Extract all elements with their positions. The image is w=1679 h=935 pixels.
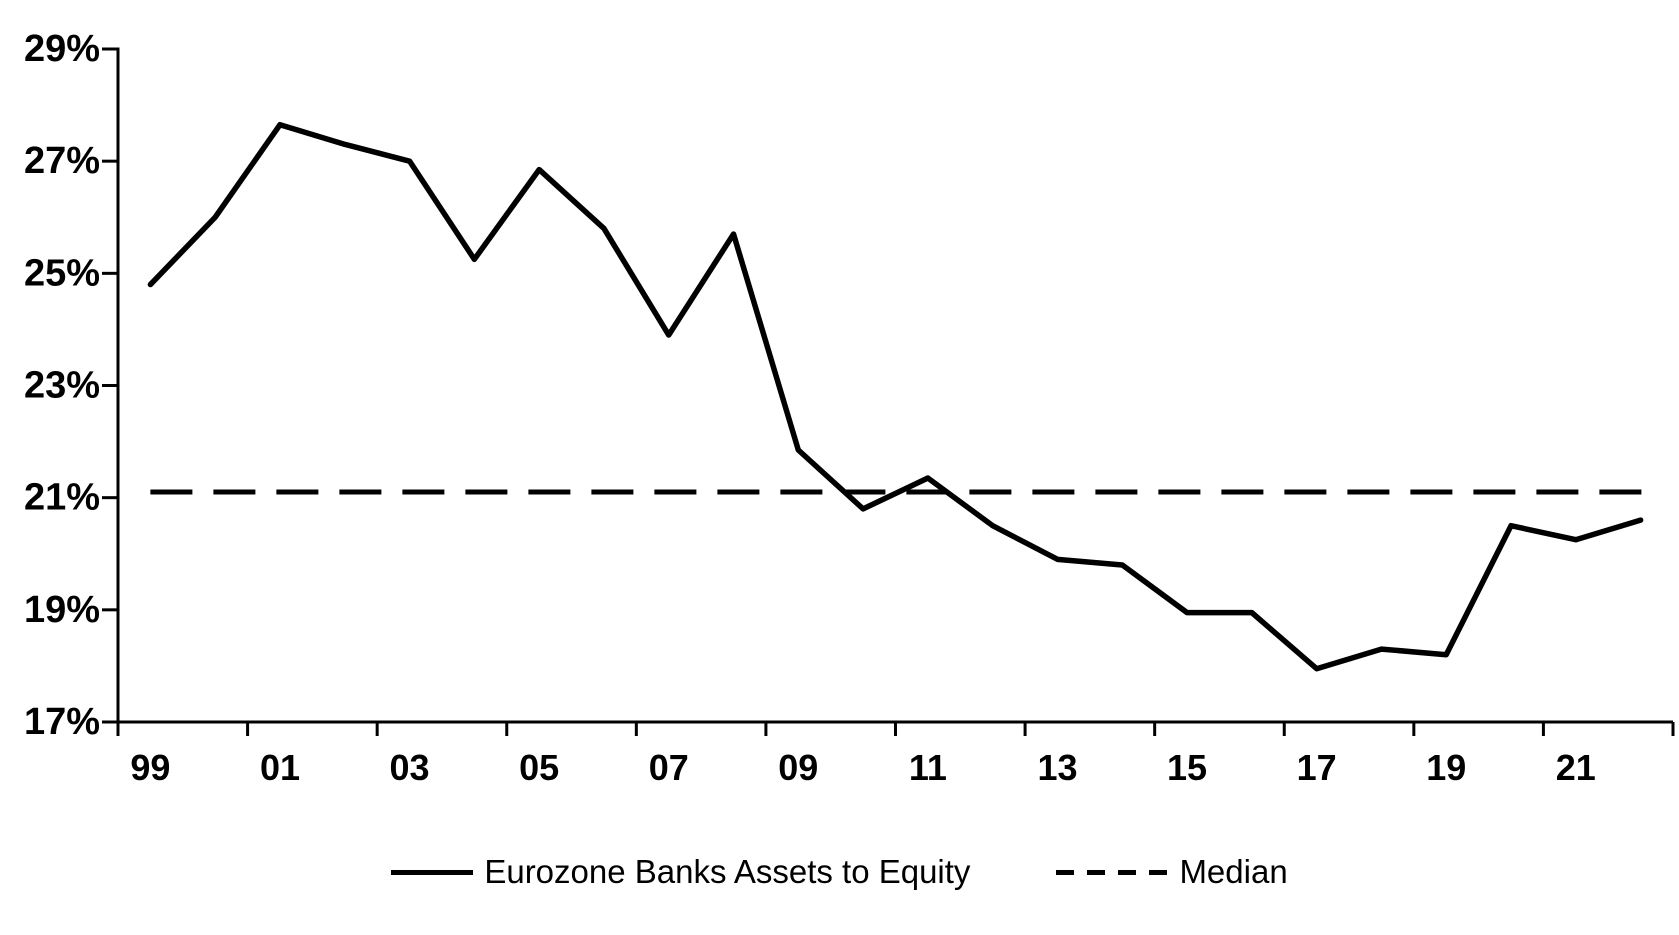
dashed-line-swatch (1056, 869, 1169, 875)
legend-label-median: Median (1179, 853, 1288, 890)
chart-legend: Eurozone Banks Assets to Equity Median (0, 842, 1679, 902)
y-tick-label: 21% (24, 477, 100, 519)
y-tick-label: 25% (24, 252, 100, 294)
y-tick-label: 17% (24, 701, 100, 743)
x-tick-label: 01 (260, 747, 300, 788)
y-tick-label: 27% (24, 140, 100, 182)
legend-item-median: Median (1056, 853, 1288, 891)
x-tick-label: 99 (130, 747, 170, 788)
x-tick-label: 05 (519, 747, 559, 788)
x-tick-label: 03 (390, 747, 430, 788)
x-tick-label: 11 (909, 747, 947, 788)
y-tick-label: 23% (24, 365, 100, 407)
legend-label-series: Eurozone Banks Assets to Equity (484, 853, 971, 890)
series-line (147, 121, 1644, 672)
x-tick-label: 21 (1556, 747, 1596, 788)
x-tick-label: 09 (778, 747, 818, 788)
legend-item-series: Eurozone Banks Assets to Equity (391, 853, 970, 891)
line-chart-plot: 17% 19% 21% 23% 25% 27% 29% 99 01 03 05 07 09 11 13 15 1… (24, 28, 1675, 788)
y-tick-label: 29% (24, 28, 100, 70)
x-tick-label: 15 (1167, 747, 1207, 788)
x-tick-label: 13 (1037, 747, 1077, 788)
y-tick-label: 19% (24, 589, 100, 631)
solid-line-swatch (391, 869, 474, 875)
x-tick-label: 17 (1297, 747, 1337, 788)
x-tick-label: 07 (649, 747, 689, 788)
x-tick-label: 19 (1426, 747, 1466, 788)
